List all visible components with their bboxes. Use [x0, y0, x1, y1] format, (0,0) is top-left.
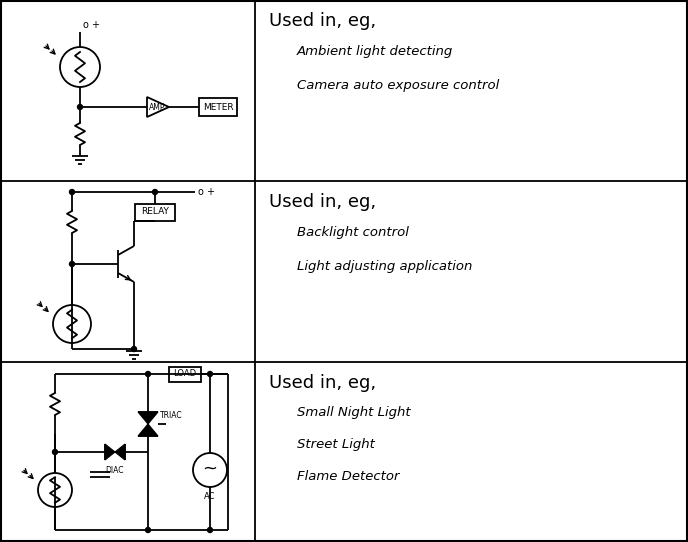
Circle shape	[153, 190, 158, 195]
Text: AMP: AMP	[149, 102, 165, 112]
Circle shape	[208, 371, 213, 377]
Text: Backlight control: Backlight control	[297, 226, 409, 239]
Polygon shape	[105, 444, 115, 460]
Circle shape	[78, 105, 83, 109]
Bar	[199, 98, 237, 116]
Text: Ambient light detecting: Ambient light detecting	[297, 45, 453, 58]
Bar	[135, 203, 175, 221]
Bar	[169, 366, 201, 382]
Text: Used in, eg,: Used in, eg,	[269, 374, 376, 392]
Text: Camera auto exposure control: Camera auto exposure control	[297, 79, 499, 92]
Circle shape	[208, 527, 213, 532]
Circle shape	[69, 261, 74, 267]
Text: o +: o +	[198, 187, 215, 197]
Polygon shape	[115, 444, 125, 460]
Circle shape	[145, 527, 151, 532]
Circle shape	[69, 190, 74, 195]
Text: LOAD: LOAD	[173, 370, 197, 378]
Polygon shape	[138, 412, 158, 424]
Polygon shape	[138, 424, 158, 436]
Circle shape	[131, 346, 136, 352]
Circle shape	[52, 449, 58, 455]
Text: Small Night Light: Small Night Light	[297, 406, 411, 419]
Text: METER: METER	[203, 102, 233, 112]
Text: TRIAC: TRIAC	[160, 411, 182, 420]
Text: Flame Detector: Flame Detector	[297, 470, 400, 483]
Text: AC: AC	[204, 492, 216, 501]
Text: Used in, eg,: Used in, eg,	[269, 12, 376, 30]
Text: Light adjusting application: Light adjusting application	[297, 260, 473, 273]
Circle shape	[145, 371, 151, 377]
Text: Used in, eg,: Used in, eg,	[269, 193, 376, 211]
Text: ~: ~	[202, 460, 217, 478]
Text: RELAY: RELAY	[141, 208, 169, 216]
Text: o +: o +	[83, 20, 100, 30]
Text: Street Light: Street Light	[297, 438, 375, 451]
Text: DIAC: DIAC	[106, 466, 125, 475]
